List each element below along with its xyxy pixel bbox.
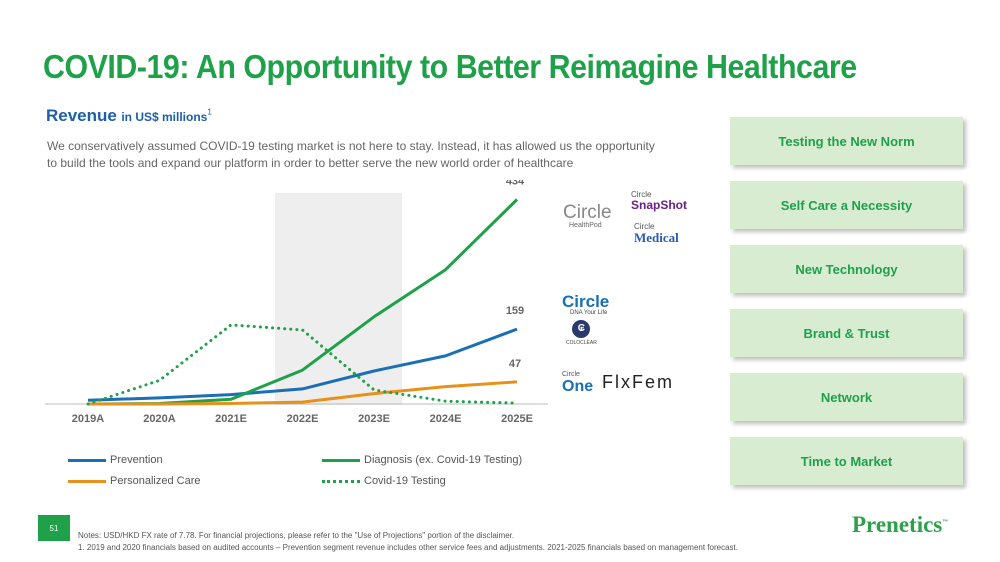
x-tick-2020a: 2020A [143, 413, 175, 425]
box-brand-trust: Brand & Trust [730, 309, 963, 357]
legend-covid-swatch [322, 479, 360, 483]
x-tick-2025e: 2025E [501, 413, 533, 425]
box-time-to-market: Time to Market [730, 437, 963, 485]
box-self-care: Self Care a Necessity [730, 181, 963, 229]
circle-dna-sub: DNA Your Life [570, 310, 608, 316]
prenetics-logo: Prenetics™ [852, 512, 948, 538]
series-line-prevention [87, 327, 518, 402]
page-title: COVID-19: An Opportunity to Better Reima… [43, 48, 857, 85]
legend-prevention-swatch [68, 458, 106, 462]
data-label-diagnosis-ex-covid-19-testing: 434 [506, 180, 525, 188]
circle-healthpod-name: Circle [563, 202, 612, 223]
data-label-personalized-care: 47 [509, 358, 521, 370]
x-tick-2019a: 2019A [72, 413, 104, 425]
legend-diagnosis: Diagnosis (ex. Covid-19 Testing) [322, 454, 522, 466]
legend-covid: Covid-19 Testing [322, 475, 446, 487]
medical-top: Circle [634, 222, 655, 231]
box-testing-new-norm: Testing the New Norm [730, 117, 963, 165]
x-tick-2021e: 2021E [215, 413, 247, 425]
legend-prevention: Prevention [68, 454, 163, 466]
circle-dna-name: Circle [562, 292, 610, 311]
x-tick-2023e: 2023E [358, 413, 390, 425]
revenue-footnote-mark: 1 [207, 107, 212, 117]
revenue-chart: 2019A 2020A 2021E 2022E 2023E 2024E 2025E 434 1… [45, 180, 548, 425]
flxfem-logo: FlxFem [602, 372, 674, 392]
box-network: Network [730, 373, 963, 421]
prenetics-name: Prenetics [852, 512, 943, 537]
description: We conservatively assumed COVID-19 testi… [47, 139, 655, 170]
footnote-2: 1. 2019 and 2020 financials based on aud… [78, 543, 738, 552]
page-number: 51 [38, 515, 70, 541]
series-line-covid-19-testing [86, 323, 519, 406]
coloclear-logo: ₢ COLOCLEAR [566, 320, 597, 346]
legend-diagnosis-swatch [322, 458, 360, 462]
legend-covid-label: Covid-19 Testing [364, 475, 446, 487]
circle-healthpod-sub: HealthPod [569, 222, 602, 229]
circle-dna-logo: Circle DNA Your Life [562, 293, 609, 316]
revenue-header: Revenue in US$ millions1 [46, 106, 212, 126]
coloclear-name: COLOCLEAR [566, 340, 597, 346]
series-line-personalized-care [88, 380, 518, 406]
footnotes: Notes: USD/HKD FX rate of 7.78. For fina… [78, 530, 838, 554]
revenue-unit: in US$ millions [121, 110, 208, 124]
medical-logo: Circle Medical [634, 222, 679, 245]
snapshot-top: Circle [631, 190, 652, 199]
circle-one-top: Circle [562, 371, 580, 378]
circle-one-logo: Circle One [562, 371, 593, 395]
medical-name: Medical [634, 230, 679, 245]
box-new-technology: New Technology [730, 245, 963, 293]
x-tick-2022e: 2022E [287, 413, 319, 425]
legend-personalized-swatch [68, 479, 106, 483]
coloclear-icon: ₢ [572, 320, 591, 338]
data-label-prevention: 159 [506, 305, 524, 317]
snapshot-logo: Circle SnapShot [631, 190, 687, 212]
footnote-1: Notes: USD/HKD FX rate of 7.78. For fina… [78, 531, 515, 540]
circle-one-name: One [562, 378, 594, 395]
x-tick-2024e: 2024E [430, 413, 462, 425]
prenetics-tm: ™ [942, 519, 949, 526]
legend-prevention-label: Prevention [110, 454, 163, 466]
circle-healthpod-logo: Circle HealthPod [563, 202, 612, 229]
legend-personalized-label: Personalized Care [110, 475, 201, 487]
legend-personalized: Personalized Care [68, 475, 201, 487]
legend-diagnosis-label: Diagnosis (ex. Covid-19 Testing) [364, 454, 523, 466]
revenue-word: Revenue [46, 106, 117, 125]
snapshot-name: SnapShot [631, 198, 687, 212]
